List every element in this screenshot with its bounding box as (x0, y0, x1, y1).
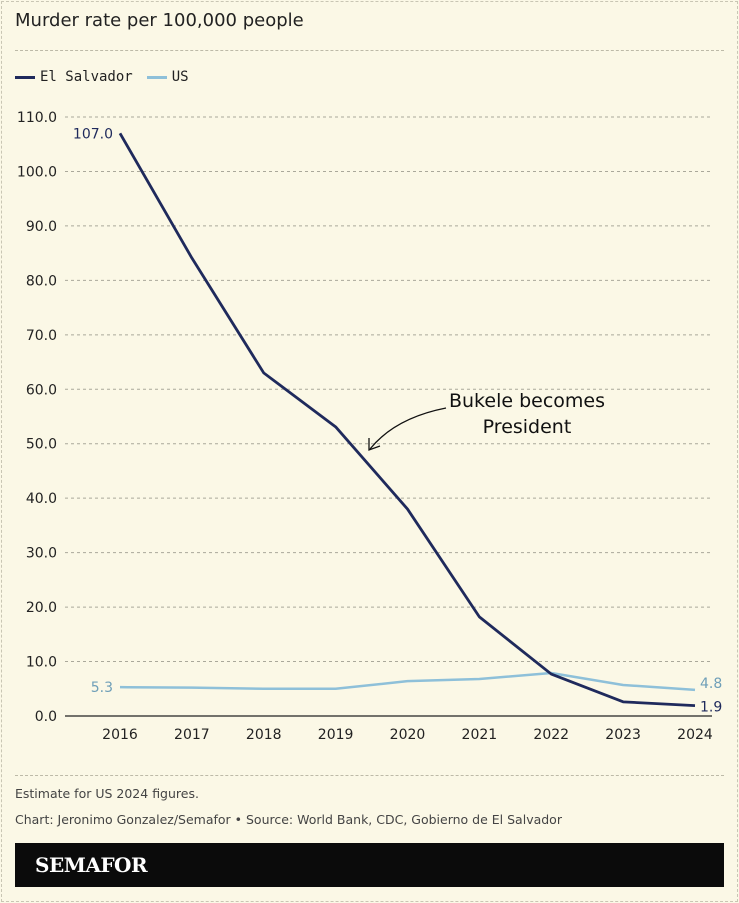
legend-swatch (15, 75, 35, 79)
x-tick-label: 2016 (102, 727, 138, 743)
legend-el-salvador: El Salvador (15, 69, 133, 85)
y-tick-label: 40.0 (26, 491, 57, 507)
legend: El Salvador US (15, 69, 189, 85)
y-tick-label: 10.0 (26, 655, 57, 671)
x-tick-label: 2019 (318, 727, 354, 743)
el-salvador-line (118, 132, 696, 708)
annotation-text: President (483, 416, 572, 438)
x-tick-label: 2017 (174, 727, 210, 743)
legend-us: US (146, 69, 189, 85)
y-tick-label: 110.0 (17, 110, 57, 126)
y-tick-label: 60.0 (26, 382, 57, 398)
semafor-logo: SEMAFOR (35, 853, 148, 877)
y-tick-label: 20.0 (26, 600, 57, 616)
us-line (119, 671, 696, 692)
chart-title: Murder rate per 100,000 people (15, 10, 304, 31)
legend-label: El Salvador (40, 69, 133, 85)
data-label: 107.0 (73, 126, 113, 142)
x-tick-label: 2024 (677, 727, 713, 743)
x-tick-label: 2021 (462, 727, 498, 743)
credit: Chart: Jeronimo Gonzalez/Semafor • Sourc… (15, 812, 562, 827)
y-tick-label: 70.0 (26, 328, 57, 344)
legend-label: US (171, 69, 189, 85)
x-tick-label: 2022 (533, 727, 569, 743)
divider (15, 775, 724, 776)
data-label: 1.9 (700, 700, 722, 716)
x-tick-label: 2018 (246, 727, 282, 743)
footnote: Estimate for US 2024 figures. (15, 786, 199, 801)
arrowhead-icon (368, 438, 381, 451)
divider (15, 50, 724, 51)
annotation-text: Bukele becomes (449, 390, 605, 412)
x-tick-label: 2020 (390, 727, 426, 743)
data-label: 5.3 (91, 680, 113, 696)
data-label: 4.8 (700, 676, 722, 692)
y-tick-label: 100.0 (17, 164, 57, 180)
y-tick-label: 0.0 (35, 709, 57, 725)
y-tick-label: 30.0 (26, 546, 57, 562)
x-tick-label: 2023 (605, 727, 641, 743)
brand-bar: SEMAFOR (15, 843, 724, 887)
annotation-arrow (369, 407, 447, 450)
y-tick-label: 50.0 (26, 437, 57, 453)
y-tick-label: 80.0 (26, 273, 57, 289)
legend-swatch (146, 75, 167, 79)
y-tick-label: 90.0 (26, 219, 57, 235)
